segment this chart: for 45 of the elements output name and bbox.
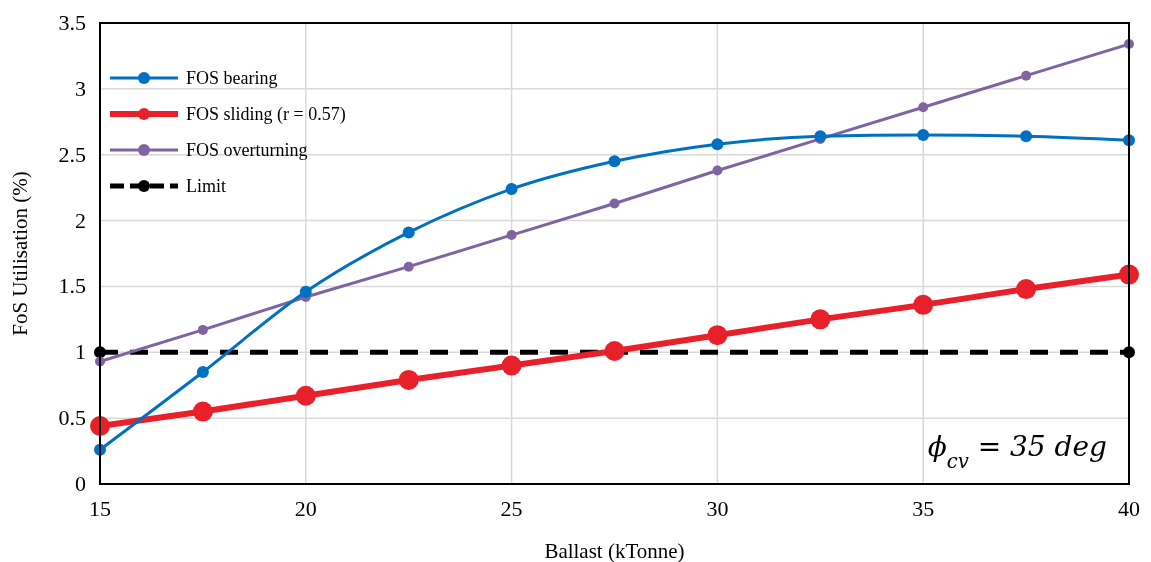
point — [711, 138, 724, 151]
point — [505, 182, 518, 195]
x-tick-label: 40 — [1118, 496, 1140, 521]
x-axis-title: Ballast (kTonne) — [544, 539, 685, 562]
point — [197, 324, 208, 335]
point — [192, 401, 213, 422]
y-tick-label: 2.5 — [58, 141, 86, 167]
legend-label: Limit — [186, 176, 226, 196]
point — [810, 309, 831, 330]
x-tick-label: 30 — [706, 496, 729, 521]
y-tick-label: 0.5 — [58, 405, 86, 431]
y-tick-label: 0 — [75, 471, 86, 496]
point — [398, 369, 419, 390]
point — [299, 285, 312, 298]
point — [707, 325, 728, 346]
point — [609, 198, 620, 209]
y-tick-label: 3 — [75, 75, 86, 101]
y-tick-label: 2 — [75, 207, 86, 233]
point — [604, 340, 625, 361]
y-tick-label: 1 — [75, 339, 86, 365]
point — [1020, 130, 1033, 143]
y-tick-label: 3.5 — [58, 10, 86, 35]
point — [501, 355, 522, 376]
point — [712, 165, 723, 176]
point — [608, 155, 621, 168]
point — [295, 385, 316, 406]
x-tick-label: 20 — [294, 496, 317, 521]
y-tick-label: 1.5 — [58, 273, 86, 299]
point — [1021, 70, 1032, 81]
point — [913, 294, 934, 315]
point — [1016, 279, 1037, 300]
legend-label: FOS sliding (r = 0.57) — [186, 104, 346, 125]
point — [506, 230, 517, 241]
annotation: ϕ$_{cv}$ = 35 deg — [927, 430, 1107, 473]
point — [196, 366, 209, 379]
y-axis-title: FoS Utilisation (%) — [8, 171, 32, 336]
x-tick-label: 15 — [89, 496, 111, 521]
legend-label: FOS overturning — [186, 140, 308, 160]
point — [402, 226, 415, 239]
point — [403, 261, 414, 272]
point — [917, 128, 930, 141]
x-tick-label: 35 — [912, 496, 935, 521]
point — [918, 102, 929, 113]
x-tick-label: 25 — [500, 496, 523, 521]
legend-label: FOS bearing — [186, 68, 278, 88]
